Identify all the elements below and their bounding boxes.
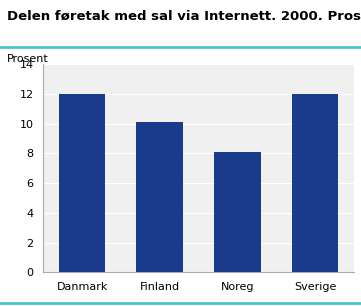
Bar bbox=[292, 94, 338, 272]
Text: Prosent: Prosent bbox=[7, 54, 49, 64]
Bar bbox=[136, 122, 183, 272]
Bar bbox=[214, 152, 261, 272]
Text: Delen føretak med sal via Internett. 2000. Prosent: Delen føretak med sal via Internett. 200… bbox=[7, 9, 361, 22]
Bar bbox=[59, 94, 105, 272]
